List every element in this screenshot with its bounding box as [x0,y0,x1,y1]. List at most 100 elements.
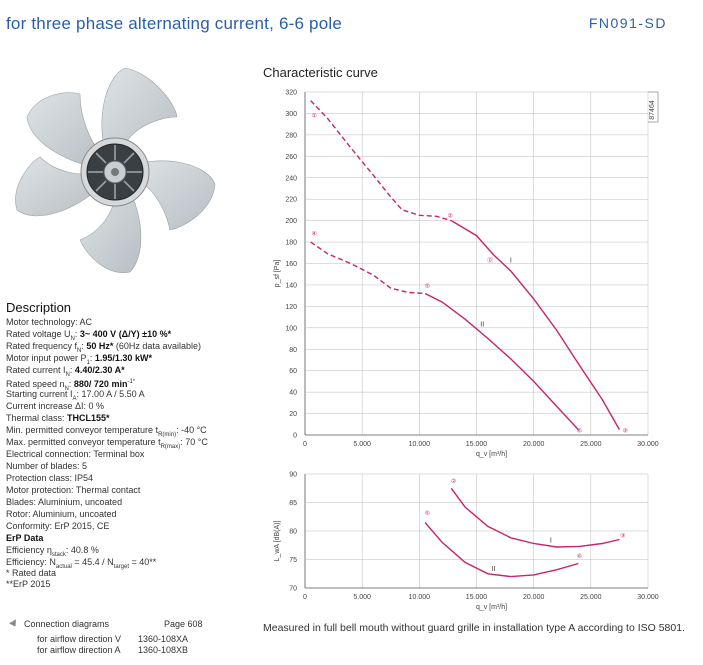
curve-annotation: ② [451,478,456,485]
blade-1 [101,67,178,159]
y-tick-label: 180 [285,240,297,247]
arrow-icon [9,619,19,629]
blade-3 [79,185,142,273]
x-tick-label: 0 [303,441,307,448]
rated-frequency: Rated frequency fN: 50 Hz* (60Hz data av… [6,341,201,354]
blade-5 [26,92,104,169]
x-tick-label: 20.000 [523,441,545,448]
blade-4 [15,156,104,217]
number-of-blades: Number of blades: 5 [6,461,88,471]
y-tick-label: 40 [289,390,297,397]
curve-annotation: ④ [311,230,316,237]
curve-annotation: ⓪ [487,256,493,264]
rated-speed: Rated speed nN: 880/ 720 min-1* [6,379,136,392]
x-tick-label: 10.000 [409,594,431,601]
curve-annotation: ⑥ [577,428,582,435]
curve-annotation: ① [311,113,316,120]
curve-annotation: I [550,538,552,545]
erp-heading: ErP Data [6,533,44,543]
x-tick-label: 15.000 [466,594,488,601]
conformity: Conformity: ErP 2015, CE [6,521,110,531]
y-tick-label: 260 [285,154,297,161]
y-tick-label: 300 [285,111,297,118]
series-line-i [450,219,621,430]
x-tick-label: 5.000 [353,594,371,601]
current-increase: Current increase ΔI: 0 % [6,401,105,411]
measurement-note: Measured in full bell mouth without guar… [263,622,685,634]
description-heading: Description [6,300,72,315]
rotor-material: Rotor: Aluminium, uncoated [6,509,117,519]
x-tick-label: 30.000 [637,441,659,448]
y-tick-label: 220 [285,197,297,204]
curve-annotation: ② [448,212,453,219]
airflow-a-code: 1360-108XB [138,645,189,655]
series-line-i [310,100,452,222]
y-tick-label: 70 [289,586,297,593]
x-axis-label: q_v [m³/h] [476,451,507,458]
curve-annotation: I [510,257,512,264]
y-tick-label: 240 [285,175,297,182]
y-tick-label: 200 [285,218,297,225]
y-tick-label: 140 [285,282,297,289]
x-tick-label: 30.000 [637,594,659,601]
y-axis-label: p_sf [Pa] [274,260,281,288]
airflow-v-code: 1360-108XA [138,634,189,644]
rated-voltage: Rated voltage UN: 3~ 400 V (Δ/Y) ±10 %* [6,329,172,342]
y-tick-label: 280 [285,132,297,139]
y-tick-label: 120 [285,304,297,311]
starting-current: Starting current IA: 17.00 A / 5.50 A [6,389,145,402]
airflow-v-label: for airflow direction V [37,634,122,644]
series-line-ii [424,522,579,578]
curve-annotation: ③ [622,428,627,435]
model-code: FN091-SD [588,15,667,31]
motor-protection: Motor protection: Thermal contact [6,485,141,495]
curve-annotation: ⑤ [425,510,430,517]
erp-note: **ErP 2015 [6,579,51,589]
y-tick-label: 75 [289,557,297,564]
y-tick-label: 80 [289,529,297,536]
y-tick-label: 160 [285,261,297,268]
electrical-connection: Electrical connection: Terminal box [6,449,145,459]
y-tick-label: 80 [289,347,297,354]
connection-diagrams-link[interactable]: Connection diagrams [6,619,109,629]
series-line-i [450,487,620,548]
x-axis-label: q_v [m³/h] [476,604,507,611]
x-tick-label: 25.000 [580,594,602,601]
rated-current: Rated current IN: 4.40/2.30 A* [6,365,125,378]
min-temperature: Min. permitted conveyor temperature tR(m… [6,425,207,438]
y-tick-label: 90 [289,472,297,479]
y-tick-label: 320 [285,90,297,97]
max-temperature: Max. permitted conveyor temperature tR(m… [6,437,208,450]
curve-annotation: II [480,322,484,329]
motor-input-power: Motor input power P1: 1.95/1.30 kW* [6,353,152,366]
page-title: for three phase alternating current, 6-6… [6,14,342,33]
rated-data-note: * Rated data [6,568,57,578]
blade-2 [128,160,216,231]
y-tick-label: 85 [289,500,297,507]
blades-material: Blades: Aluminium, uncoated [6,497,123,507]
chart-id-label: 87464 [649,100,656,120]
y-axis-label: L_wA [dB(A)] [274,521,281,562]
x-tick-label: 25.000 [580,441,602,448]
curve-annotation: ⑥ [577,553,582,560]
y-tick-label: 20 [289,411,297,418]
series-line-ii [424,292,579,431]
motor-technology: Motor technology: AC [6,317,93,327]
x-tick-label: 10.000 [409,441,431,448]
x-tick-label: 20.000 [523,594,545,601]
x-tick-label: 0 [303,594,307,601]
efficiency-n: Efficiency: Nactual = 45.4 / Ntarget = 4… [6,557,157,570]
efficiency-stack: Efficiency ηstack: 40.8 % [6,545,99,558]
y-tick-label: 60 [289,368,297,375]
chart-title: Characteristic curve [263,65,378,80]
curve-annotation: ⑤ [425,283,430,290]
fan-image [15,67,216,273]
y-tick-label: 0 [293,433,297,440]
curve-annotation: ③ [620,533,625,540]
thermal-class: Thermal class: THCL155* [6,413,110,423]
connection-page: Page 608 [164,619,203,629]
series-line-ii [310,241,426,295]
protection-class: Protection class: IP54 [6,473,94,483]
x-tick-label: 5.000 [353,441,371,448]
